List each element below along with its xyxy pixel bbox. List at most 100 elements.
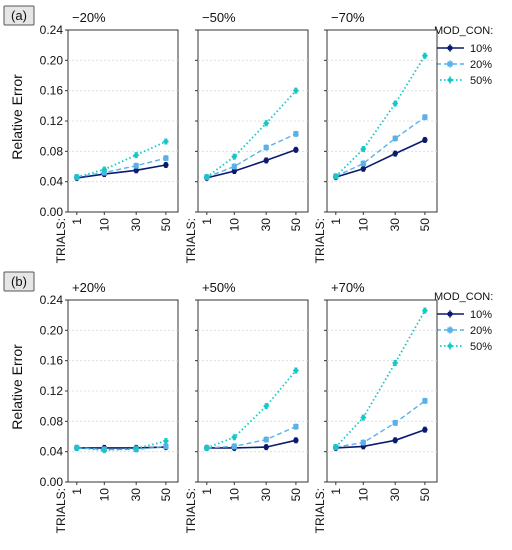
data-point — [422, 426, 428, 433]
legend-swatch-marker — [447, 45, 453, 51]
chart-panel-1-0: 0.00 0.04 0.08 0.12 0.16 0.20 0.24 1 10 30 50 TRIAL… — [9, 280, 179, 533]
series-line-10pct — [206, 439, 297, 449]
series-line-20pct — [335, 400, 426, 448]
legend-swatch-marker — [446, 342, 454, 350]
x-axis-prefix: TRIALS: — [313, 218, 327, 263]
data-point — [293, 424, 299, 430]
x-tick-label: 1 — [329, 218, 343, 225]
legend-entry-label: 50% — [470, 341, 492, 353]
data-point — [421, 52, 428, 59]
plot-area — [326, 299, 438, 483]
x-tick-label: 1 — [200, 488, 214, 495]
data-point — [263, 444, 269, 450]
series-line-20pct — [76, 445, 166, 451]
plot-area — [67, 29, 179, 213]
data-point — [101, 166, 108, 173]
y-tick-label: 0.20 — [40, 53, 64, 67]
series-line-20pct — [206, 133, 297, 178]
x-tick-label: 1 — [70, 218, 84, 225]
data-point — [293, 147, 299, 153]
x-tick-label: 50 — [159, 218, 173, 232]
legend-entry-label: 20% — [470, 325, 492, 337]
panel-title: +70% — [331, 280, 365, 295]
x-tick-label: 1 — [329, 488, 343, 495]
panel-title: −70% — [331, 10, 365, 25]
x-tick-label: 10 — [227, 488, 241, 502]
y-tick-label: 0.08 — [40, 144, 64, 158]
panel-title: +20% — [72, 280, 106, 295]
x-tick-label: 50 — [289, 488, 303, 502]
data-point — [392, 150, 398, 157]
data-point — [360, 439, 366, 446]
panel-title: −50% — [202, 10, 236, 25]
data-point — [133, 152, 140, 159]
x-tick-label: 50 — [418, 218, 432, 232]
y-tick-label: 0.20 — [40, 323, 64, 337]
series-line-50pct — [206, 90, 297, 178]
data-point — [162, 138, 169, 145]
y-tick-label: 0.12 — [40, 384, 64, 398]
data-point — [292, 87, 299, 94]
row-label-text: (b) — [11, 274, 27, 289]
data-point — [422, 137, 428, 143]
x-tick-label: 50 — [418, 488, 432, 502]
x-tick-label: 50 — [159, 488, 173, 502]
legend-swatch-marker — [447, 61, 453, 67]
y-tick-label: 0.04 — [40, 175, 64, 189]
x-tick-label: 30 — [388, 218, 402, 232]
x-tick-label: 1 — [200, 218, 214, 225]
data-point — [263, 144, 269, 151]
chart-panel-0-1: 1 10 30 50 TRIALS: −50% — [184, 10, 309, 263]
y-tick-label: 0.24 — [40, 293, 64, 307]
legend-b: MOD_CON: 10% 20% 50% — [434, 291, 493, 353]
y-tick-label: 0.00 — [40, 205, 64, 219]
y-axis-label: Relative Error — [9, 74, 25, 160]
legend-swatch-marker — [447, 311, 453, 317]
legend-swatch-marker — [447, 327, 453, 333]
data-point — [163, 162, 169, 168]
x-tick-label: 30 — [129, 488, 143, 502]
plot-area — [67, 299, 179, 483]
series-line-50pct — [335, 310, 426, 448]
y-tick-label: 0.16 — [40, 354, 64, 368]
y-tick-label: 0.04 — [40, 445, 64, 459]
x-tick-label: 10 — [97, 218, 111, 232]
legend-entry-label: 10% — [470, 309, 492, 321]
x-tick-label: 10 — [356, 488, 370, 502]
x-tick-label: 10 — [227, 218, 241, 232]
plot-area — [197, 29, 309, 213]
data-point — [421, 307, 428, 314]
series-line-50pct — [206, 369, 297, 449]
legend-swatch-marker — [446, 76, 454, 84]
legend-entry-label: 20% — [470, 59, 492, 71]
series-line-10pct — [335, 139, 426, 178]
data-point — [392, 359, 399, 367]
x-axis-prefix: TRIALS: — [54, 488, 68, 533]
data-point — [332, 444, 339, 451]
legend-entry-label: 10% — [470, 43, 492, 55]
legend-title: MOD_CON: — [434, 291, 493, 303]
legend-entry-label: 50% — [470, 75, 492, 87]
legend-title: MOD_CON: — [434, 25, 493, 37]
data-point — [293, 437, 299, 443]
x-tick-label: 10 — [97, 488, 111, 502]
data-point — [73, 444, 80, 451]
data-point — [293, 131, 299, 137]
data-point — [263, 436, 269, 443]
x-axis-prefix: TRIALS: — [313, 488, 327, 533]
x-tick-label: 30 — [259, 218, 273, 232]
y-tick-label: 0.08 — [40, 414, 64, 428]
data-point — [231, 163, 237, 170]
legend-a: MOD_CON: 10% 20% 50% — [434, 25, 493, 87]
data-point — [231, 443, 237, 449]
row-label-box — [3, 271, 35, 292]
y-tick-label: 0.00 — [40, 475, 64, 489]
y-tick-label: 0.16 — [40, 84, 64, 98]
data-point — [392, 100, 399, 107]
row-label-a: (a) — [3, 5, 35, 26]
row-label-box — [3, 5, 35, 26]
y-tick-label: 0.12 — [40, 114, 64, 128]
x-axis-prefix: TRIALS: — [184, 218, 198, 263]
chart-panel-1-1: 1 10 30 50 TRIALS: +50% — [184, 280, 309, 533]
